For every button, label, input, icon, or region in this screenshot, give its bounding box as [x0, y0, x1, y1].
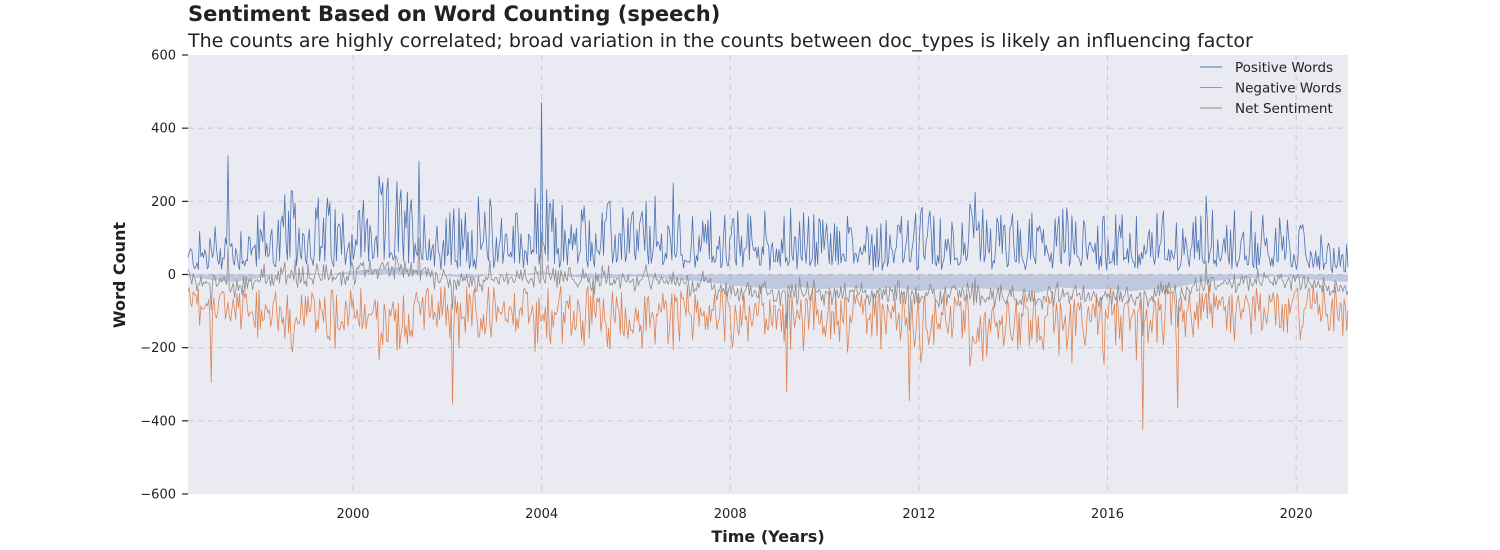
series-negative-words-line [187, 283, 1349, 431]
x-axis-title: Time (Years) [711, 527, 824, 546]
y-tick-label: −400 [140, 414, 176, 429]
axes: −600 −400 −200 0 200 400 600 2000 2004 2008 2012 20… [140, 49, 1312, 523]
y-tick-label: 400 [151, 122, 176, 137]
x-tick-label: 2004 [525, 507, 558, 522]
y-tick-label: 200 [151, 195, 176, 210]
y-axis-title: Word Count [110, 222, 129, 329]
grid [188, 55, 1348, 494]
series-lines [187, 102, 1349, 431]
y-tick-label: 0 [168, 268, 176, 283]
y-tick-label: 600 [151, 49, 176, 64]
x-tick-label: 2020 [1280, 507, 1313, 522]
legend-label: Net Sentiment [1235, 101, 1333, 117]
chart-subtitle: The counts are highly correlated; broad … [188, 30, 1253, 52]
series-net-sentiment-line [187, 231, 1349, 336]
x-tick-label: 2000 [336, 507, 369, 522]
legend-label: Negative Words [1235, 81, 1342, 97]
y-tick-label: −200 [140, 341, 176, 356]
legend: Positive Words Negative Words Net Sentimen… [1200, 60, 1342, 117]
chart-title: Sentiment Based on Word Counting (speech… [188, 2, 721, 26]
y-tick-label: −600 [140, 488, 176, 503]
x-tick-label: 2012 [902, 507, 935, 522]
legend-label: Positive Words [1235, 60, 1333, 76]
x-tick-label: 2008 [714, 507, 747, 522]
series-positive-words-line [187, 102, 1349, 274]
x-tick-label: 2016 [1091, 507, 1124, 522]
